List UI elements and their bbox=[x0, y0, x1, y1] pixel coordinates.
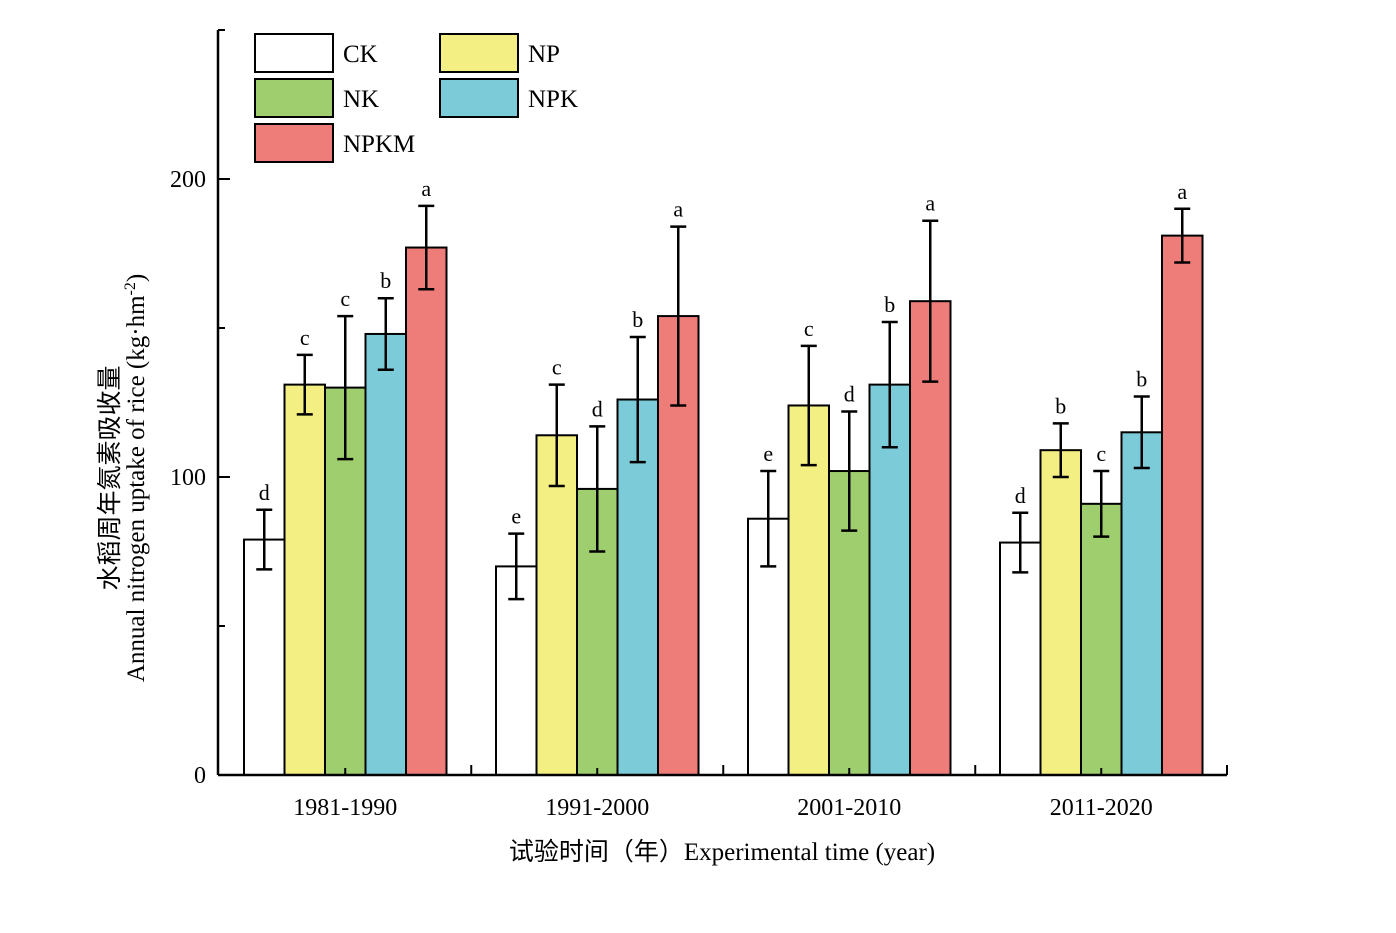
bar-npk-2001-2010 bbox=[868, 383, 911, 776]
axes-layer: 0 100 200 1981-1990 1991-2000 2001-2010 2011-2… bbox=[170, 29, 1228, 821]
significance-label-ck-1981-1990: d bbox=[259, 480, 270, 505]
significance-label-ck-1991-2000: e bbox=[511, 504, 521, 529]
y-tick-label-0: 0 bbox=[194, 763, 206, 789]
bar-ck-1981-1990 bbox=[243, 538, 286, 777]
legend-label-npk: NPK bbox=[528, 86, 578, 113]
significance-label-np-2011-2020: b bbox=[1055, 393, 1066, 418]
significance-label-npkm-2011-2020: a bbox=[1177, 179, 1187, 204]
y-tick-label-100: 100 bbox=[170, 465, 206, 491]
legend: CK NP NK NPK NPKM bbox=[254, 33, 578, 163]
significance-label-npkm-2001-2010: a bbox=[925, 191, 935, 216]
bar-ck-2011-2020 bbox=[999, 541, 1042, 776]
y-tick-label-200: 200 bbox=[170, 167, 206, 193]
significance-label-np-1981-1990: c bbox=[300, 325, 310, 350]
error-bars-layer bbox=[256, 204, 1191, 601]
significance-label-nk-1991-2000: d bbox=[592, 396, 603, 421]
significance-label-npkm-1981-1990: a bbox=[421, 176, 431, 201]
y-axis-label-en-close: ) bbox=[123, 274, 150, 282]
x-axis-label: 试验时间（年）Experimental time (year) bbox=[509, 838, 935, 866]
significance-label-np-1991-2000: c bbox=[552, 355, 562, 380]
significance-label-npkm-1991-2000: a bbox=[673, 197, 683, 222]
y-axis-label: 水稻周年氮素吸收量 Annual nitrogen uptake of rice… bbox=[96, 274, 150, 682]
bar-np-1981-1990 bbox=[283, 383, 326, 776]
x-tick-label-1991-2000: 1991-2000 bbox=[545, 795, 649, 821]
y-axis-label-en-sup: -2 bbox=[122, 282, 139, 295]
significance-label-np-2001-2010: c bbox=[804, 316, 814, 341]
legend-swatch-np bbox=[439, 33, 519, 73]
x-tick-label-2001-2010: 2001-2010 bbox=[797, 795, 901, 821]
significance-labels-layer: d c c b a e c d b a e c d b a d b c b a bbox=[259, 176, 1188, 529]
significance-label-nk-2011-2020: c bbox=[1096, 441, 1106, 466]
significance-label-npk-1981-1990: b bbox=[380, 268, 391, 293]
bar-np-2001-2010 bbox=[787, 404, 830, 776]
significance-label-npk-2011-2020: b bbox=[1136, 367, 1147, 392]
legend-swatch-npk bbox=[439, 78, 519, 118]
legend-label-npkm: NPKM bbox=[343, 131, 415, 158]
legend-swatch-ck bbox=[254, 33, 334, 73]
bar-npkm-2011-2020 bbox=[1161, 234, 1204, 776]
legend-label-nk: NK bbox=[343, 86, 379, 113]
bar-npk-2011-2020 bbox=[1120, 431, 1163, 776]
legend-swatch-nk bbox=[254, 78, 334, 118]
significance-label-ck-2011-2020: d bbox=[1015, 483, 1026, 508]
bars-layer bbox=[243, 234, 1204, 777]
y-axis-label-cn: 水稻周年氮素吸收量 bbox=[96, 365, 124, 590]
significance-label-nk-2001-2010: d bbox=[844, 381, 855, 406]
bar-ck-1991-2000 bbox=[495, 565, 538, 777]
legend-label-ck: CK bbox=[343, 41, 378, 68]
legend-swatch-npkm bbox=[254, 123, 334, 163]
y-axis-label-en-main: Annual nitrogen uptake of rice (kg·hm bbox=[123, 295, 150, 682]
bar-np-2011-2020 bbox=[1039, 449, 1082, 776]
x-tick-label-1981-1990: 1981-1990 bbox=[293, 795, 397, 821]
significance-label-ck-2001-2010: e bbox=[763, 441, 773, 466]
legend-label-np: NP bbox=[528, 41, 560, 68]
bar-nk-2011-2020 bbox=[1080, 502, 1123, 776]
significance-label-npk-1991-2000: b bbox=[632, 307, 643, 332]
significance-label-npk-2001-2010: b bbox=[884, 292, 895, 317]
x-tick-label-2011-2020: 2011-2020 bbox=[1050, 795, 1153, 821]
bar-npkm-1981-1990 bbox=[405, 246, 448, 777]
bar-npk-1981-1990 bbox=[364, 332, 407, 776]
significance-label-nk-1981-1990: c bbox=[340, 286, 350, 311]
y-axis-label-en: Annual nitrogen uptake of rice (kg·hm-2) bbox=[122, 274, 150, 682]
